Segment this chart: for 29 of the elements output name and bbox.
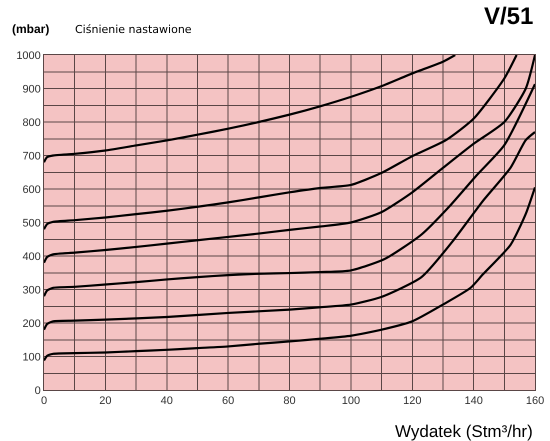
x-tick-label: 60 (222, 395, 234, 408)
y-tick-label: 300 (22, 284, 41, 296)
y-tick-label: 100 (22, 351, 41, 364)
y-tick-label: 700 (22, 150, 41, 162)
x-tick-label: 120 (403, 395, 422, 408)
x-tick-label: 80 (283, 395, 296, 408)
y-tick-label: 900 (22, 83, 41, 96)
y-tick-label: 800 (22, 116, 41, 129)
x-tick-label: 160 (526, 395, 544, 408)
x-tick-label: 20 (99, 395, 112, 408)
y-tick-label: 400 (22, 250, 41, 263)
y-tick-label: 500 (22, 217, 41, 230)
x-tick-label: 40 (160, 395, 173, 408)
line-series (44, 186, 535, 362)
line-series (44, 83, 535, 298)
y-tick-label: 200 (22, 318, 41, 330)
line-series (44, 130, 535, 331)
line-series (44, 55, 535, 264)
y-tick-label: 0 (34, 384, 41, 397)
x-tick-label: 140 (464, 395, 483, 408)
y-axis-title: (mbar) (12, 22, 50, 36)
y-tick-label: 1000 (16, 50, 41, 62)
chart-subtitle: Ciśnienie nastawione (75, 23, 192, 36)
chart-title: V/51 (484, 3, 534, 30)
x-axis-title: Wydatek (Stm³/hr) (395, 422, 533, 441)
line-series (44, 55, 518, 230)
x-tick-label: 100 (342, 395, 360, 408)
line-series (44, 55, 456, 164)
y-tick-label: 600 (22, 184, 41, 196)
